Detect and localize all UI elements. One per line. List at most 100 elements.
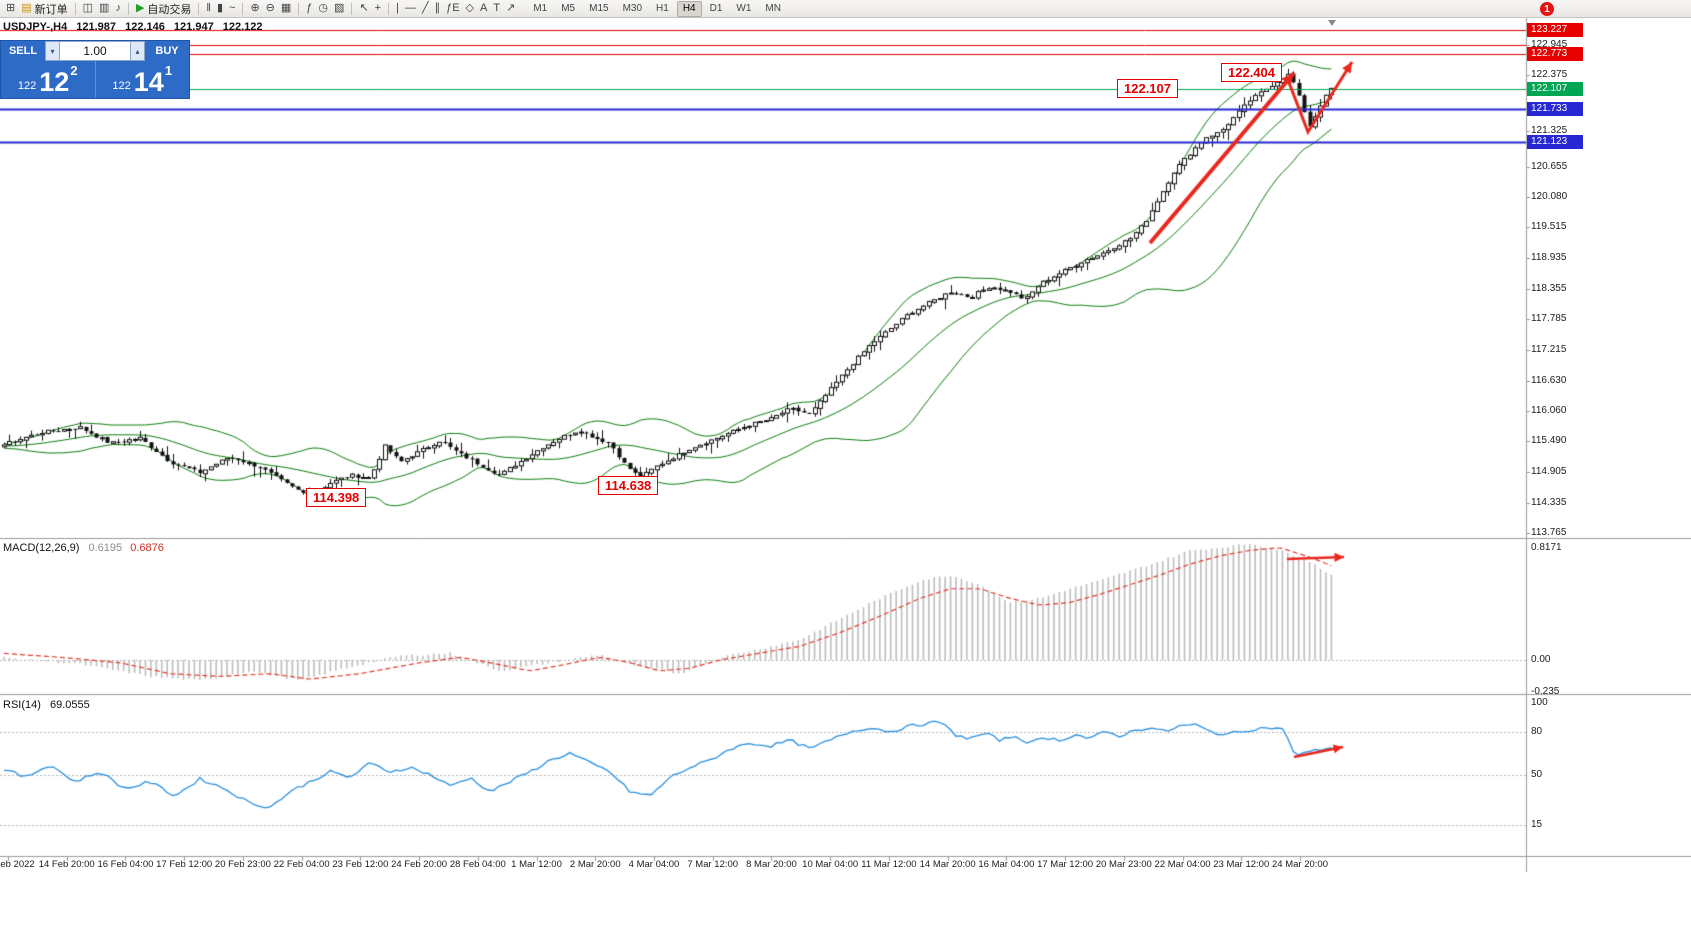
ohlc-open: 121.987 <box>76 21 117 33</box>
sell-price-button[interactable]: 122 12 2 <box>1 61 96 98</box>
alerts-icon: ♪ <box>115 2 121 14</box>
rsi-axis-tick: 100 <box>1531 697 1548 709</box>
label-icon[interactable]: T <box>490 1 503 17</box>
volume-increase-button[interactable]: ▴ <box>130 41 145 61</box>
timeframe-m15-button[interactable]: M15 <box>589 2 609 14</box>
buy-price-main: 14 <box>133 67 164 97</box>
line-chart-icon[interactable]: ~ <box>226 1 238 17</box>
rsi-axis-tick: 50 <box>1531 768 1543 780</box>
price-axis-tick: 122.945 <box>1531 38 1568 50</box>
price-axis-tick: 119.515 <box>1531 221 1567 233</box>
notification-badge[interactable]: 1 <box>1540 2 1554 16</box>
trendline-icon[interactable]: ╱ <box>419 1 432 17</box>
time-axis-label: 28 Feb 04:00 <box>449 859 506 870</box>
new-chart-icon[interactable]: ⊞ <box>3 1 18 17</box>
timeframe-h1-button[interactable]: H1 <box>656 2 669 14</box>
time-axis-label: 22 Mar 04:00 <box>1154 859 1211 870</box>
arrow-tool-icon: ↗ <box>506 2 516 14</box>
volume-input[interactable]: 1.00 <box>60 41 130 61</box>
volume-decrease-button[interactable]: ▾ <box>45 41 60 61</box>
candlestick-chart-icon: ▮ <box>216 2 224 14</box>
toolbar-separator <box>242 2 244 15</box>
macd-signal-value: 0.6876 <box>130 542 164 554</box>
timeframe-m30-button[interactable]: M30 <box>622 2 643 14</box>
toolbar-separator <box>388 2 390 15</box>
shapes-icon[interactable]: ◇ <box>463 1 477 17</box>
price-axis-tick: 120.080 <box>1531 191 1568 203</box>
macd-name: MACD(12,26,9) <box>3 542 80 554</box>
price-axis-tick: 114.335 <box>1531 496 1567 508</box>
price-annotation-label[interactable]: 122.404 <box>1221 63 1282 82</box>
timeframe-mn-button[interactable]: MN <box>765 2 781 14</box>
price-axis-tick: 117.215 <box>1531 343 1567 355</box>
price-line-badge: 122.107 <box>1527 82 1583 97</box>
time-axis-label: 1 Mar 12:00 <box>511 859 562 870</box>
timeframe-toolbar: M1 M5 M15 M30 H1 H4 D1 W1 MN <box>526 0 788 17</box>
channel-icon[interactable]: ∥ <box>432 1 444 17</box>
crosshair-icon[interactable]: + <box>372 1 384 17</box>
trendline-icon: ╱ <box>421 2 429 14</box>
profiles-icon: ◫ <box>82 2 94 14</box>
price-annotation-label[interactable]: 114.398 <box>306 488 367 507</box>
timeframe-m5-button[interactable]: M5 <box>561 2 576 14</box>
new-order-button-label: 新订单 <box>34 3 68 16</box>
time-axis-label: 2 Mar 20:00 <box>569 859 621 870</box>
templates-icon[interactable]: ▧ <box>331 1 347 17</box>
price-annotation-label[interactable]: 114.638 <box>598 476 659 495</box>
time-axis-label: 22 Feb 04:00 <box>273 859 330 870</box>
time-axis-label: 7 Mar 12:00 <box>687 859 739 870</box>
buy-price-button[interactable]: 122 14 1 <box>95 61 189 98</box>
toolbar-separator <box>74 2 76 15</box>
arrow-tool-icon[interactable]: ↗ <box>503 1 518 17</box>
zoom-in-icon: ⊕ <box>250 2 260 14</box>
text-icon[interactable]: A <box>477 1 490 17</box>
price-axis-tick: 121.325 <box>1531 124 1568 136</box>
time-axis-label: 4 Mar 04:00 <box>628 859 680 870</box>
time-axis-label: 14 Feb 20:00 <box>38 859 95 870</box>
timeframe-m1-button[interactable]: M1 <box>533 2 548 14</box>
charts-panel-icon[interactable]: ▥ <box>96 1 112 17</box>
macd-axis-tick: 0.8171 <box>1531 542 1562 554</box>
fibonacci-icon: ƒE <box>446 2 460 14</box>
time-axis-label: 24 Feb 20:00 <box>391 859 448 870</box>
toolbar-separator <box>127 2 129 15</box>
price-line-badge: 123.227 <box>1527 22 1583 37</box>
period-icon[interactable]: ◷ <box>315 1 331 17</box>
toolbar-button-groups: ⊞ ▤ 新订单 ◫ ▥ ♪ ▶ 自动交易 ‖ ▮ ~ ⊕ ⊖ ▦ ƒ ◷ ▧ ↖ + | — ╱ ∥ ƒE ◇ A T ↗ <box>3 1 518 17</box>
timeframe-d1-button[interactable]: D1 <box>709 2 723 14</box>
price-line-badge: 122.773 <box>1527 47 1583 61</box>
new-order-button[interactable]: ▤ 新订单 <box>18 1 70 17</box>
autotrade-button[interactable]: ▶ 自动交易 <box>133 1 194 17</box>
bar-chart-icon[interactable]: ‖ <box>203 1 214 17</box>
buy-price-pip: 1 <box>164 63 173 78</box>
horizontal-line-icon[interactable]: — <box>402 1 419 17</box>
buy-button[interactable]: BUY <box>145 41 189 61</box>
zoom-out-icon[interactable]: ⊖ <box>263 1 278 17</box>
vertical-line-icon[interactable]: | <box>393 1 402 17</box>
sell-button[interactable]: SELL <box>1 41 45 61</box>
ohlc-high: 122.146 <box>125 21 165 33</box>
time-axis-label: 23 Feb 12:00 <box>332 859 389 870</box>
rsi-indicator-label: RSI(14) 69.0555 <box>3 699 90 711</box>
fibonacci-icon[interactable]: ƒE <box>443 1 462 17</box>
rsi-name: RSI(14) <box>3 699 41 711</box>
tile-windows-icon[interactable]: ▦ <box>278 1 294 17</box>
cursor-icon[interactable]: ↖ <box>356 1 371 17</box>
rsi-axis-tick: 80 <box>1531 725 1543 737</box>
price-line-badge: 121.733 <box>1527 102 1583 117</box>
price-annotation-label[interactable]: 122.107 <box>1117 79 1178 98</box>
chart-shift-marker-icon[interactable] <box>1328 20 1336 26</box>
candlestick-chart-icon[interactable]: ▮ <box>214 1 226 17</box>
indicators-icon[interactable]: ƒ <box>303 1 315 17</box>
timeframe-w1-button[interactable]: W1 <box>736 2 752 14</box>
zoom-in-icon[interactable]: ⊕ <box>247 1 262 17</box>
price-line-badge: 121.123 <box>1527 134 1583 149</box>
one-click-trading-panel: SELL ▾ 1.00 ▴ BUY 122 12 2 122 14 1 <box>0 40 190 99</box>
timeframe-h4-button[interactable]: H4 <box>676 0 702 17</box>
chart-info-line: USDJPY-,H4 121.987 122.146 121.947 122.1… <box>3 21 263 33</box>
time-axis-label: 8 Mar 20:00 <box>746 859 797 870</box>
price-axis-tick: 113.765 <box>1531 527 1567 538</box>
alerts-icon[interactable]: ♪ <box>112 1 124 17</box>
profiles-icon[interactable]: ◫ <box>80 1 96 17</box>
